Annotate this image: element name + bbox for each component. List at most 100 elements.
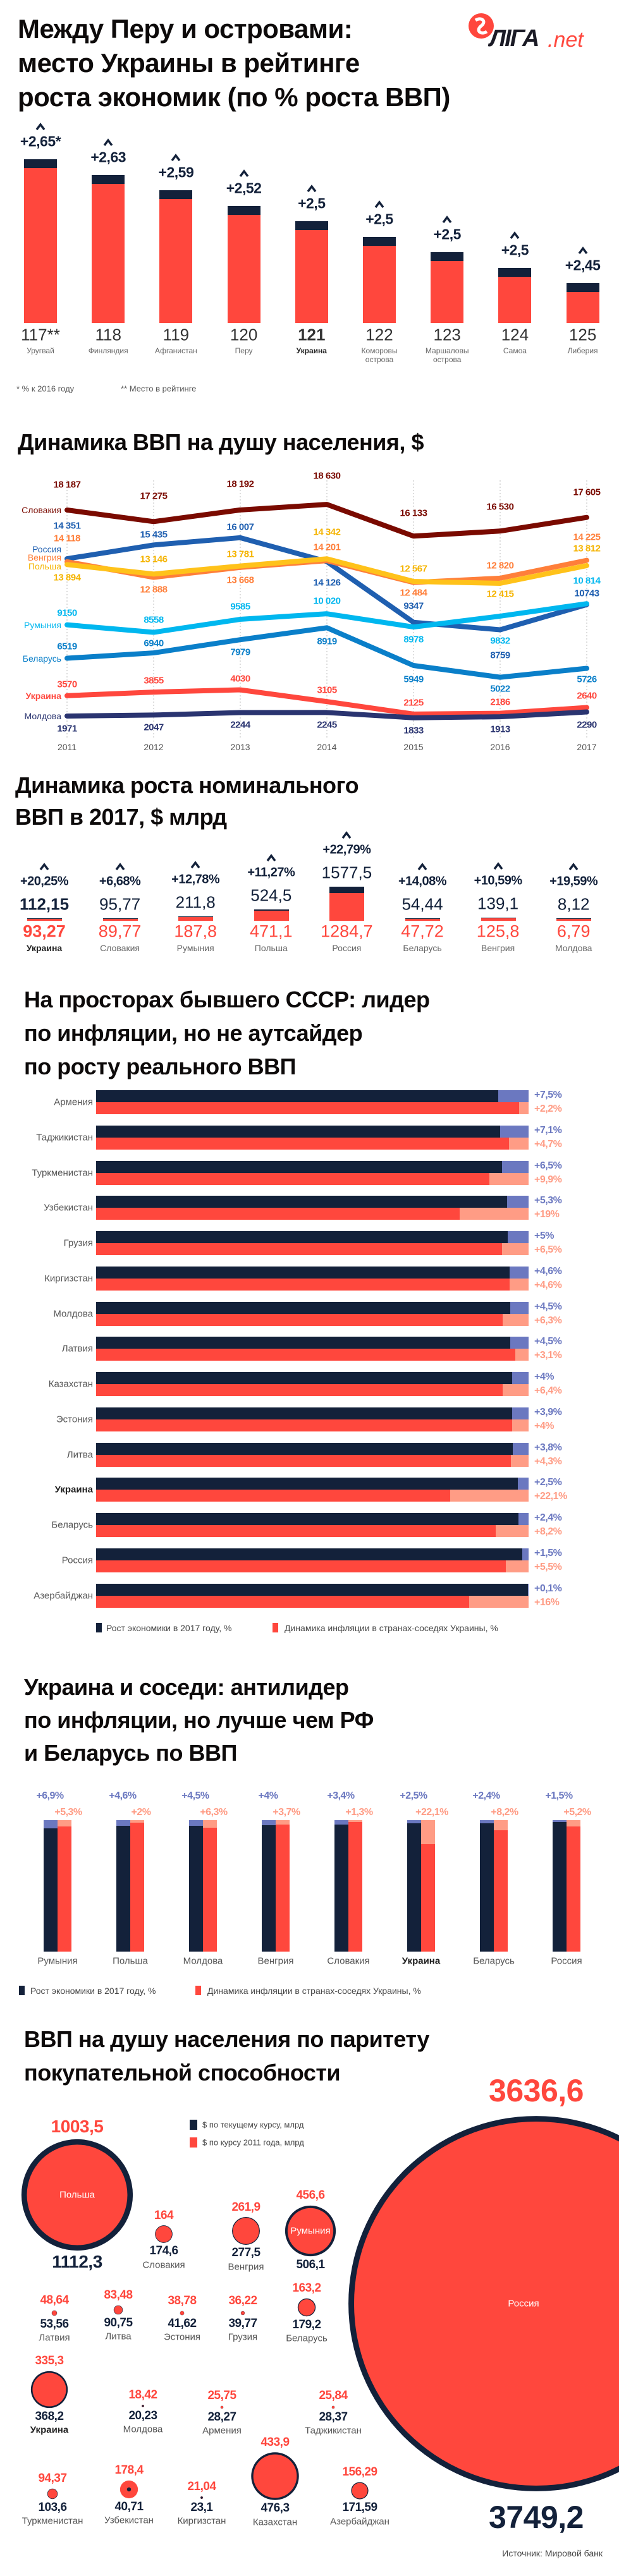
inflation-bar bbox=[130, 1823, 144, 1952]
growth-bar-increment bbox=[499, 1125, 529, 1138]
bubble-value-current: 506,1 bbox=[296, 2257, 325, 2271]
rank-bar bbox=[227, 214, 260, 323]
legend-label-growth: Рост экономики в 2017 году, % bbox=[30, 1986, 156, 1996]
chart-title-line: На просторах бывшего СССР: лидер bbox=[24, 987, 430, 1012]
inflation-bar bbox=[96, 1102, 520, 1114]
x-tick-label: 2017 bbox=[577, 742, 597, 752]
legend-swatch-inflation bbox=[273, 1623, 278, 1632]
country-label: Киргизстан bbox=[44, 1273, 93, 1284]
gdp-growth-label: +20,25% bbox=[20, 874, 69, 889]
gdp-value-2017: 95,77 bbox=[99, 894, 141, 914]
chevron-up-shape bbox=[39, 863, 49, 870]
inflation-bar-increment bbox=[421, 1820, 435, 1844]
liga-logo[interactable]: ЛIГА .net bbox=[467, 11, 609, 56]
data-label: 12 415 bbox=[486, 588, 514, 600]
rank-country: Уругвай bbox=[27, 346, 54, 355]
inflation-bar-increment bbox=[459, 1208, 529, 1220]
inflation-bar-increment bbox=[503, 1313, 529, 1326]
inflation-bar-increment bbox=[509, 1137, 529, 1150]
bubble-country-label: Румыния bbox=[290, 2225, 331, 2237]
growth-value: +7,5% bbox=[534, 1090, 562, 1100]
chart-title-line: по инфляции, но не аутсайдер bbox=[24, 1020, 363, 1046]
data-label: 2244 bbox=[230, 719, 250, 731]
growth-arrow-icon bbox=[568, 863, 579, 870]
legend-swatch-growth bbox=[96, 1623, 102, 1632]
rank-growth-label: +2,5 bbox=[433, 226, 461, 243]
data-label: 18 192 bbox=[226, 478, 254, 490]
bubble-value-2011: 94,37 bbox=[38, 2472, 67, 2486]
data-label: 14 351 bbox=[53, 520, 81, 532]
inflation-bar bbox=[96, 1349, 516, 1361]
bubble-2011 bbox=[298, 2299, 315, 2316]
bubble-2011 bbox=[331, 2405, 335, 2409]
data-label: 16 530 bbox=[486, 501, 514, 513]
gdp-bar-2017 bbox=[254, 909, 289, 911]
chart-title-line: по инфляции, но лучше чем РФ bbox=[24, 1707, 374, 1733]
gdp-growth-label: +12,78% bbox=[171, 872, 220, 887]
growth-bar bbox=[96, 1231, 508, 1243]
bubble-value-2011: 178,4 bbox=[114, 2464, 144, 2477]
bubble-value-2011: 25,75 bbox=[207, 2389, 236, 2403]
rank-number: 125 bbox=[568, 325, 597, 344]
rank-bar-cap bbox=[92, 174, 125, 184]
series-line-0 bbox=[64, 502, 589, 539]
growth-bar bbox=[96, 1266, 510, 1279]
data-label: 12 820 bbox=[486, 560, 514, 571]
data-label: 9347 bbox=[403, 600, 424, 612]
growth-value: +1,5% bbox=[534, 1547, 562, 1558]
inflation-bar bbox=[276, 1825, 290, 1952]
bubble-country-label: Азербайджан bbox=[330, 2516, 389, 2527]
growth-bar bbox=[334, 1824, 348, 1952]
data-label: 15 435 bbox=[140, 529, 168, 540]
bubble-value-current: 179,2 bbox=[292, 2318, 321, 2331]
growth-arrow-icon bbox=[171, 154, 181, 161]
country-label: Латвия bbox=[61, 1343, 93, 1354]
inflation-bar bbox=[421, 1844, 435, 1952]
data-label: 2125 bbox=[403, 697, 424, 708]
growth-bar bbox=[262, 1825, 276, 1952]
growth-bar bbox=[553, 1822, 567, 1952]
growth-bar bbox=[407, 1823, 421, 1952]
bubble-value-current: 103,6 bbox=[38, 2500, 67, 2514]
series-name-label: Румыния bbox=[23, 619, 61, 630]
growth-bar bbox=[96, 1301, 510, 1314]
series-name-label: Беларусь bbox=[22, 653, 61, 664]
growth-value: +3,9% bbox=[534, 1406, 562, 1418]
inflation-bar bbox=[203, 1828, 217, 1952]
bubble-value-2011: 25,84 bbox=[319, 2389, 348, 2403]
data-label: 13 781 bbox=[226, 549, 254, 560]
inflation-bar-increment bbox=[509, 1278, 529, 1291]
x-tick-label: 2013 bbox=[230, 742, 250, 752]
rank-country: Перу bbox=[235, 346, 253, 355]
bubble-2011 bbox=[220, 2405, 224, 2409]
data-label: 16 007 bbox=[226, 521, 254, 533]
bubble-country-label: Таджикистан bbox=[305, 2425, 362, 2436]
data-label: 8759 bbox=[490, 650, 510, 660]
chart-title-line: Динамика роста номинального bbox=[15, 772, 359, 798]
gdp-value-2017: 54,44 bbox=[401, 894, 443, 914]
inflation-value: +5,2% bbox=[563, 1807, 591, 1818]
rank-number: 124 bbox=[501, 325, 529, 344]
bubble-value-current: 3749,2 bbox=[489, 2500, 584, 2535]
gdp-value-2017: 1577,5 bbox=[321, 863, 372, 882]
gdp-value-2017: 211,8 bbox=[175, 892, 216, 912]
country-label: Узбекистан bbox=[44, 1202, 93, 1213]
bubble-2011 bbox=[114, 2306, 123, 2314]
bubble-value-2011: 335,3 bbox=[35, 2354, 64, 2368]
country-label: Армения bbox=[54, 1097, 93, 1108]
rank-bar-cap bbox=[159, 190, 193, 199]
bubble-2011 bbox=[156, 2226, 172, 2242]
bubble-2011 bbox=[32, 2372, 66, 2407]
legend-swatch-2011 bbox=[190, 2137, 197, 2148]
chart-title-line: место Украины в рейтинге bbox=[18, 48, 360, 78]
inflation-value: +6,3% bbox=[534, 1315, 562, 1326]
growth-bar-increment bbox=[502, 1160, 529, 1173]
gdp-growth-label: +11,27% bbox=[247, 865, 295, 880]
rank-bar-cap bbox=[431, 252, 464, 261]
rank-number: 120 bbox=[230, 325, 258, 344]
growth-value: +2,5% bbox=[400, 1790, 427, 1801]
data-label: 2640 bbox=[577, 690, 597, 702]
gdp-growth-label: +14,08% bbox=[398, 874, 447, 889]
gdp-country: Россия bbox=[332, 943, 362, 953]
growth-value: +5% bbox=[534, 1230, 554, 1241]
